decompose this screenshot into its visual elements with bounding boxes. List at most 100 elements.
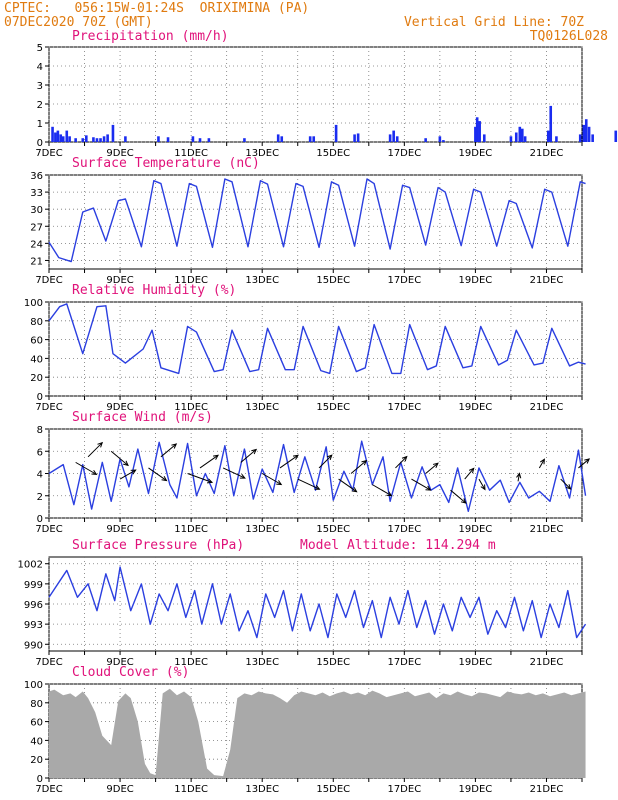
temp-xtick-label: 21DEC — [530, 275, 564, 286]
wind-arrow — [411, 478, 431, 491]
precip-bar — [334, 124, 338, 142]
temp-ytick-label: 24 — [30, 239, 43, 250]
wind-arrow — [450, 489, 467, 504]
rh-ytick-label: 100 — [24, 298, 43, 309]
cloud-xtick-label: 11DEC — [174, 784, 208, 795]
temp-xtick-label: 17DEC — [387, 275, 421, 286]
wind-ytick-label: 2 — [37, 492, 43, 503]
wind-arrow-head — [460, 498, 467, 504]
cloud-xtick-label: 15DEC — [316, 784, 350, 795]
wind-xtick-label: 7DEC — [35, 524, 62, 535]
wind-xtick-label: 15DEC — [316, 524, 350, 535]
precip-bar — [51, 126, 54, 142]
precip-bar — [356, 133, 360, 142]
temp-xtick-label: 11DEC — [174, 275, 208, 286]
temp-xtick-label: 19DEC — [459, 275, 493, 286]
wind-arrow — [338, 478, 357, 493]
header-grid-line: Vertical Grid Line: 70Z — [403, 15, 584, 30]
pres-xtick-label: 9DEC — [106, 657, 133, 668]
wind-arrow — [318, 454, 333, 469]
precip-bar — [276, 134, 280, 142]
wind-arrow — [464, 468, 475, 480]
rh-xtick-label: 15DEC — [316, 402, 350, 413]
wind-arrow — [279, 454, 299, 469]
wind-arrow-head — [123, 460, 129, 467]
wind-arrow-head — [539, 458, 545, 465]
precip-bar — [207, 138, 211, 142]
wind-ytick-label: 0 — [37, 514, 43, 525]
precip-bar — [85, 135, 88, 142]
rh-ytick-label: 20 — [30, 373, 43, 384]
precip-bar — [475, 117, 479, 142]
wind-arrow — [578, 458, 590, 469]
precip-bar — [111, 124, 115, 142]
wind-arrow-head — [276, 480, 283, 486]
wind-arrow-head — [314, 485, 321, 490]
cloud-ytick-label: 0 — [37, 774, 43, 785]
precip-xtick-label: 19DEC — [459, 148, 493, 159]
wind-arrow — [478, 478, 486, 490]
wind-arrow-head — [351, 487, 358, 493]
wind-arrow — [538, 459, 545, 469]
precip-bar — [243, 138, 246, 142]
wind-arrow — [119, 469, 136, 480]
precip-bar — [584, 119, 588, 142]
temp-line — [48, 178, 586, 263]
precip-bar — [521, 128, 524, 142]
precip-ytick-label: 2 — [37, 100, 43, 111]
precip-bar — [478, 121, 481, 142]
precip-bar — [56, 130, 60, 142]
wind-arrow-head — [386, 491, 393, 497]
wind-arrow — [560, 478, 571, 490]
precip-bar — [106, 134, 109, 142]
precip-bar — [482, 134, 486, 142]
wind-xtick-label: 17DEC — [387, 524, 421, 535]
temp-ytick-label: 21 — [30, 256, 43, 267]
precip-ytick-label: 4 — [37, 62, 43, 73]
precip-bar — [614, 130, 618, 142]
precip-bar — [523, 136, 527, 142]
temp-title: Surface Temperature (nC) — [72, 156, 260, 171]
wind-arrow — [199, 454, 219, 469]
precip-bar — [474, 126, 477, 142]
precip-bar — [312, 136, 316, 142]
precip-bar — [308, 136, 312, 142]
wind-ytick-label: 8 — [37, 425, 43, 436]
wind-arrow — [187, 473, 213, 483]
wind-arrow — [350, 460, 367, 474]
wind-arrow — [297, 478, 320, 490]
precip-title: Precipitation (mm/h) — [72, 29, 229, 44]
temp-ytick-label: 33 — [30, 188, 43, 199]
temp-xtick-label: 13DEC — [245, 275, 279, 286]
wind-arrow-head — [516, 472, 522, 479]
rh-xtick-label: 21DEC — [530, 402, 564, 413]
pres-xtick-label: 11DEC — [174, 657, 208, 668]
wind-arrow — [372, 484, 392, 497]
pres-title: Surface Pressure (hPa) — [72, 538, 245, 553]
precip-xtick-label: 15DEC — [316, 148, 350, 159]
precip-ytick-label: 1 — [37, 119, 43, 130]
precip-bar — [59, 134, 63, 142]
precip-bar — [280, 136, 284, 142]
rh-xtick-label: 13DEC — [245, 402, 279, 413]
cloud-ytick-label: 20 — [30, 755, 43, 766]
pres-xtick-label: 21DEC — [530, 657, 564, 668]
rh-xtick-label: 17DEC — [387, 402, 421, 413]
precip-bar — [157, 136, 160, 142]
cloud-ytick-label: 80 — [30, 699, 43, 710]
wind-line — [48, 440, 587, 513]
precip-bar — [92, 137, 95, 142]
wind-ytick-label: 6 — [37, 447, 43, 458]
precip-bar — [395, 136, 399, 142]
wind-arrow — [160, 443, 177, 458]
rh-xtick-label: 9DEC — [106, 402, 133, 413]
header-location: CPTEC: 056:15W-01:24S ORIXIMINA (PA) — [4, 1, 310, 16]
wind-arrow — [425, 462, 439, 474]
cloud-xtick-label: 7DEC — [35, 784, 62, 795]
precip-xtick-label: 17DEC — [387, 148, 421, 159]
header-run-time: 07DEC2020 70Z (GMT) — [4, 15, 153, 30]
wind-arrow-head — [206, 478, 214, 484]
cloud-ytick-label: 40 — [30, 736, 43, 747]
wind-arrow — [517, 473, 520, 482]
